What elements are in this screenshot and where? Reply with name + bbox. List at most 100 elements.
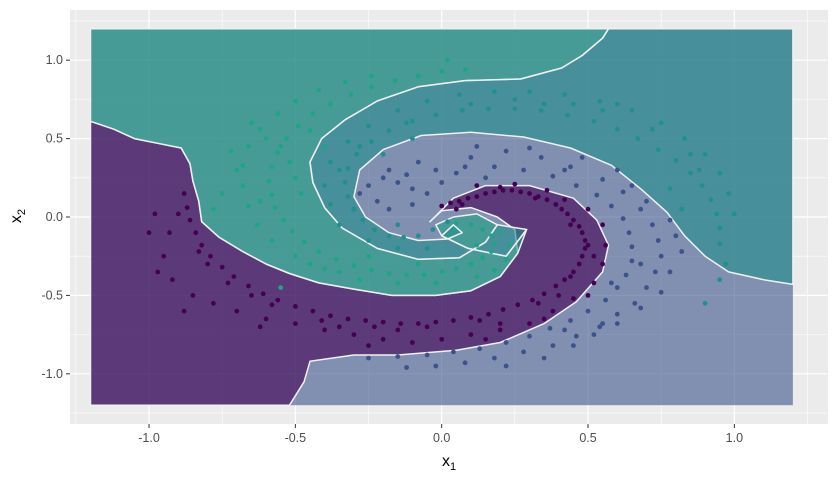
data-point-class-0 (372, 324, 377, 330)
decision-regions (89, 28, 794, 406)
data-point-class-0 (208, 253, 213, 259)
data-point-class-1 (410, 202, 415, 207)
data-point-class-0 (600, 261, 605, 267)
data-point-class-1 (591, 332, 597, 337)
data-point-class-0 (497, 327, 503, 333)
data-point-class-3 (298, 191, 304, 196)
data-point-class-2 (456, 92, 462, 98)
data-point-class-3 (357, 277, 363, 283)
data-point-class-2 (714, 211, 720, 217)
data-point-class-1 (571, 343, 576, 348)
data-point-class-0 (515, 302, 521, 308)
data-point-class-0 (439, 336, 445, 342)
data-point-class-0 (328, 313, 333, 319)
data-point-class-3 (284, 136, 289, 142)
decision-region-class-2 (309, 28, 794, 286)
data-point-class-1 (527, 333, 532, 339)
data-point-class-2 (410, 136, 415, 142)
x-tick-label: 0.5 (579, 431, 596, 445)
data-point-class-0 (152, 211, 158, 217)
data-point-class-2 (527, 89, 532, 94)
data-point-class-1 (462, 164, 468, 170)
data-point-class-3 (293, 253, 298, 259)
data-point-class-1 (614, 311, 620, 317)
data-point-class-0 (530, 297, 535, 303)
data-point-class-2 (345, 139, 351, 145)
data-point-class-0 (322, 327, 327, 333)
data-point-class-1 (568, 164, 573, 170)
data-point-class-0 (571, 217, 576, 223)
data-point-class-3 (489, 249, 494, 254)
data-point-class-1 (650, 222, 655, 228)
data-point-class-3 (480, 227, 486, 232)
data-point-class-1 (374, 198, 380, 204)
data-point-class-0 (199, 242, 205, 248)
data-point-class-3 (445, 57, 450, 63)
data-point-class-0 (234, 308, 240, 314)
data-point-class-3 (415, 73, 421, 79)
data-point-class-0 (161, 253, 167, 259)
data-point-class-0 (527, 321, 532, 326)
data-point-class-2 (512, 106, 518, 112)
data-point-class-0 (231, 274, 237, 279)
data-point-class-0 (585, 242, 591, 248)
data-point-class-0 (477, 318, 483, 323)
data-point-class-0 (424, 324, 430, 330)
data-point-class-3 (240, 162, 246, 168)
x-tick-label: 1.0 (726, 431, 743, 445)
data-point-class-2 (486, 106, 491, 112)
data-point-class-1 (439, 180, 445, 185)
data-point-class-1 (538, 155, 544, 160)
data-point-class-0 (492, 189, 497, 195)
data-point-class-3 (336, 269, 342, 275)
data-point-class-0 (225, 280, 231, 286)
data-point-class-2 (322, 183, 327, 189)
data-point-class-3 (503, 256, 509, 262)
data-point-class-1 (468, 155, 474, 160)
data-point-class-0 (527, 191, 532, 196)
data-point-class-1 (655, 238, 661, 243)
data-point-class-3 (366, 253, 371, 259)
data-point-class-1 (568, 318, 573, 323)
data-point-class-1 (415, 159, 421, 165)
data-point-class-0 (451, 318, 456, 323)
data-point-class-3 (301, 239, 307, 245)
data-point-class-3 (234, 167, 240, 173)
data-point-class-2 (562, 92, 567, 98)
data-point-class-3 (348, 92, 354, 98)
data-point-class-2 (336, 167, 342, 173)
data-point-class-1 (603, 297, 608, 303)
data-point-class-3 (404, 272, 409, 278)
data-point-class-2 (404, 120, 409, 126)
x-axis-title-subscript: 1 (450, 461, 456, 473)
data-point-class-1 (492, 164, 497, 170)
data-point-class-1 (609, 280, 614, 286)
data-point-class-0 (181, 308, 187, 314)
data-point-class-1 (594, 192, 600, 198)
data-point-class-2 (380, 151, 386, 157)
data-point-class-3 (322, 144, 327, 149)
data-point-class-1 (597, 324, 603, 330)
data-point-class-2 (591, 118, 597, 124)
data-point-class-2 (492, 89, 497, 94)
data-point-class-2 (424, 246, 430, 251)
data-point-class-3 (266, 178, 272, 184)
data-point-class-0 (184, 205, 190, 211)
data-point-class-0 (483, 336, 488, 342)
data-point-class-1 (644, 285, 649, 290)
data-point-class-1 (404, 365, 409, 370)
data-point-class-2 (699, 183, 705, 189)
x-tick-label: -0.5 (285, 431, 307, 445)
data-point-class-2 (679, 206, 685, 212)
data-point-class-1 (632, 300, 638, 306)
data-point-class-3 (506, 242, 512, 248)
data-point-class-1 (626, 230, 632, 236)
data-point-class-0 (550, 308, 556, 314)
data-point-class-1 (623, 272, 629, 278)
data-point-class-3 (462, 67, 468, 72)
data-point-class-2 (351, 206, 357, 212)
data-point-class-0 (249, 293, 254, 298)
data-point-class-1 (380, 175, 386, 181)
data-point-class-1 (667, 269, 673, 275)
data-point-class-3 (492, 241, 497, 247)
